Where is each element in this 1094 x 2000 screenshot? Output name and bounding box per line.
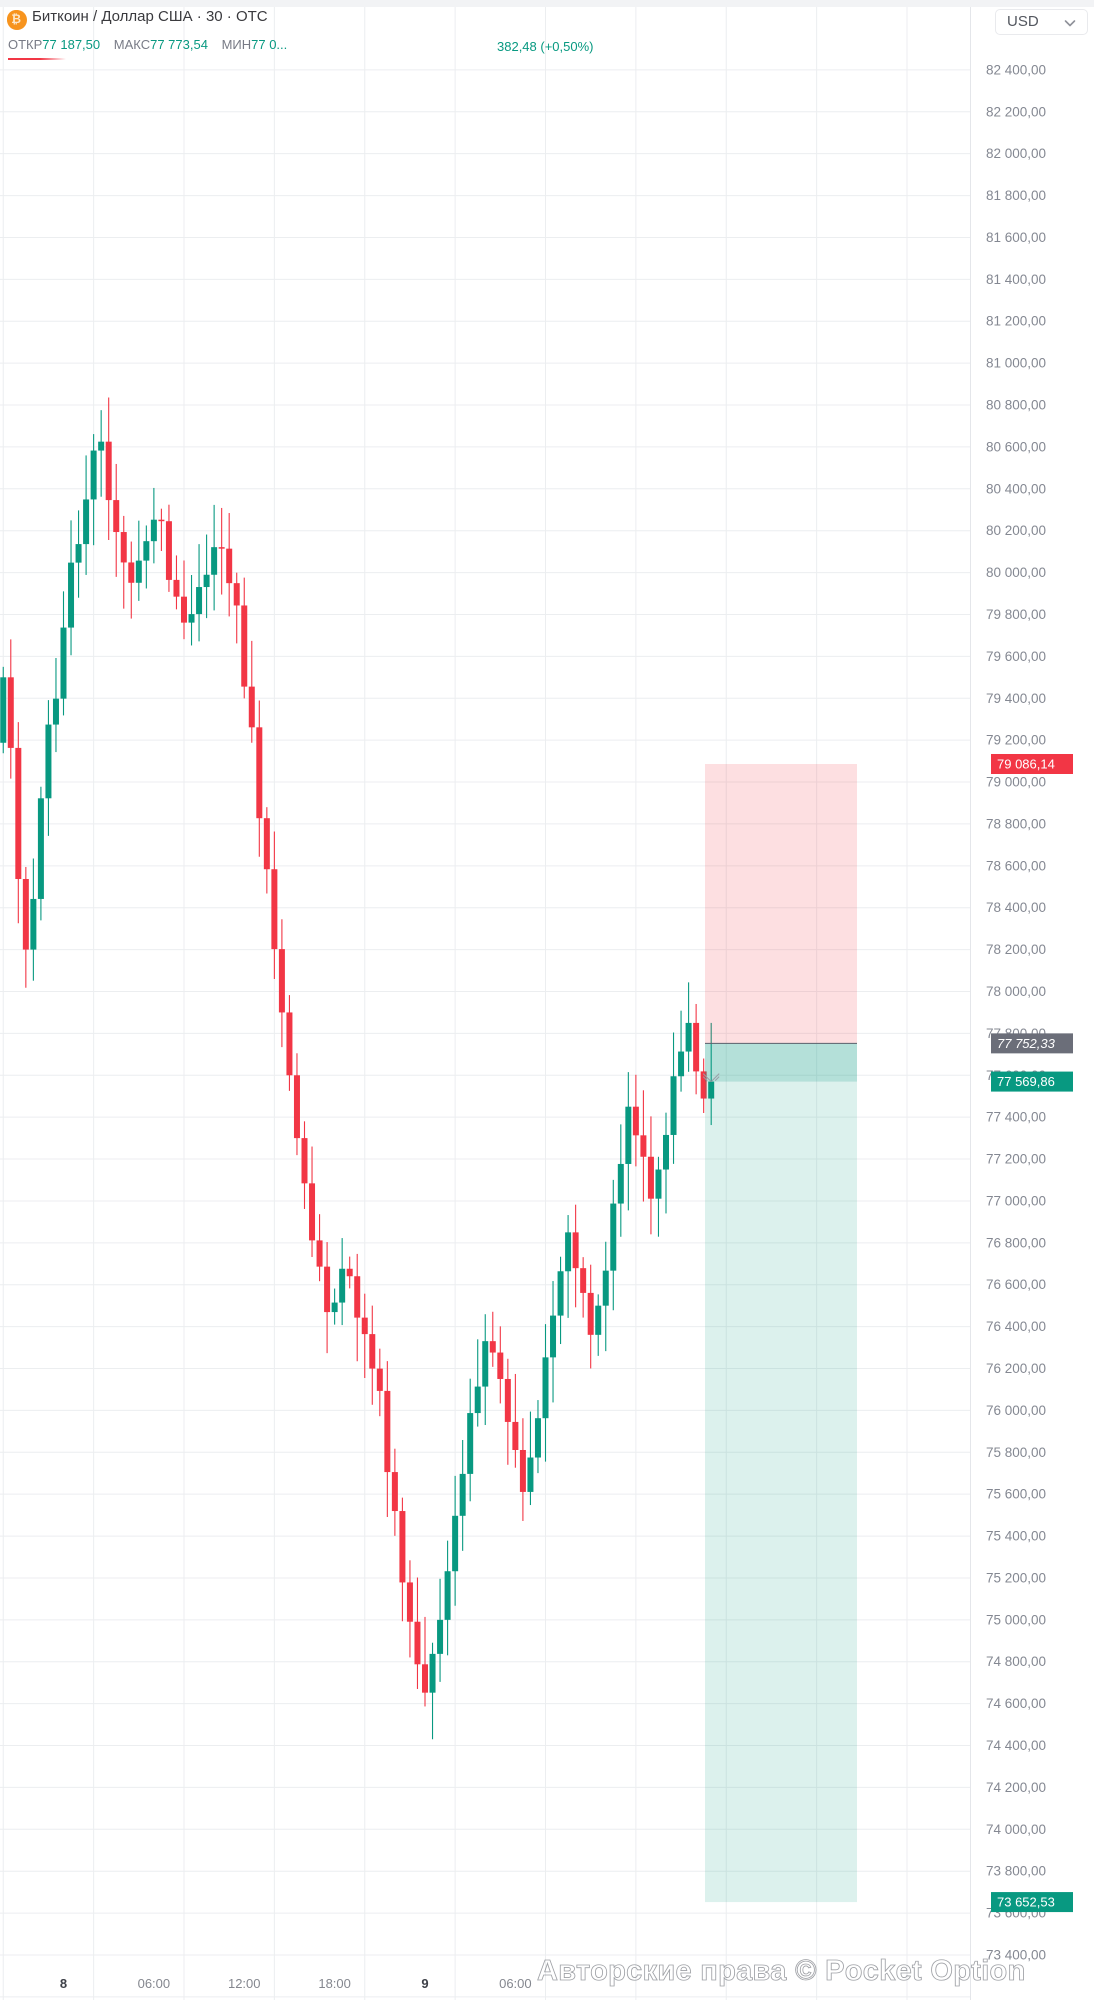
svg-text:73 800,00: 73 800,00 xyxy=(986,1864,1046,1879)
svg-text:74 200,00: 74 200,00 xyxy=(986,1780,1046,1795)
svg-text:78 600,00: 78 600,00 xyxy=(986,858,1046,873)
svg-text:81 800,00: 81 800,00 xyxy=(986,188,1046,203)
svg-text:76 200,00: 76 200,00 xyxy=(986,1361,1046,1376)
svg-text:80 600,00: 80 600,00 xyxy=(986,439,1046,454)
svg-text:76 000,00: 76 000,00 xyxy=(986,1403,1046,1418)
svg-text:78 400,00: 78 400,00 xyxy=(986,900,1046,915)
svg-text:80 800,00: 80 800,00 xyxy=(986,398,1046,413)
svg-text:12:00: 12:00 xyxy=(228,1976,261,1991)
svg-text:8: 8 xyxy=(60,1976,67,1991)
svg-text:79 800,00: 79 800,00 xyxy=(986,607,1046,622)
svg-text:78 000,00: 78 000,00 xyxy=(986,984,1046,999)
svg-text:75 400,00: 75 400,00 xyxy=(986,1529,1046,1544)
svg-text:₿: ₿ xyxy=(11,12,21,26)
svg-text:82 000,00: 82 000,00 xyxy=(986,146,1046,161)
svg-text:82 200,00: 82 200,00 xyxy=(986,104,1046,119)
svg-text:81 000,00: 81 000,00 xyxy=(986,356,1046,371)
svg-text:80 000,00: 80 000,00 xyxy=(986,565,1046,580)
svg-text:81 200,00: 81 200,00 xyxy=(986,314,1046,329)
svg-text:79 086,14: 79 086,14 xyxy=(997,756,1055,771)
svg-text:74 600,00: 74 600,00 xyxy=(986,1696,1046,1711)
svg-text:79 200,00: 79 200,00 xyxy=(986,733,1046,748)
svg-text:81 600,00: 81 600,00 xyxy=(986,230,1046,245)
svg-text:74 800,00: 74 800,00 xyxy=(986,1654,1046,1669)
svg-text:9: 9 xyxy=(421,1976,428,1991)
svg-text:81 400,00: 81 400,00 xyxy=(986,272,1046,287)
svg-text:76 800,00: 76 800,00 xyxy=(986,1235,1046,1250)
svg-text:74 400,00: 74 400,00 xyxy=(986,1738,1046,1753)
svg-text:76 600,00: 76 600,00 xyxy=(986,1277,1046,1292)
svg-text:74 000,00: 74 000,00 xyxy=(986,1822,1046,1837)
svg-text:06:00: 06:00 xyxy=(138,1976,171,1991)
svg-text:75 800,00: 75 800,00 xyxy=(986,1445,1046,1460)
svg-text:79 000,00: 79 000,00 xyxy=(986,775,1046,790)
svg-text:77 400,00: 77 400,00 xyxy=(986,1110,1046,1125)
svg-text:79 400,00: 79 400,00 xyxy=(986,691,1046,706)
svg-text:78 800,00: 78 800,00 xyxy=(986,816,1046,831)
svg-text:77 000,00: 77 000,00 xyxy=(986,1193,1046,1208)
svg-text:75 200,00: 75 200,00 xyxy=(986,1570,1046,1585)
svg-text:78 200,00: 78 200,00 xyxy=(986,942,1046,957)
svg-text:73 652,53: 73 652,53 xyxy=(997,1895,1055,1910)
svg-text:06:00: 06:00 xyxy=(499,1976,532,1991)
svg-text:18:00: 18:00 xyxy=(318,1976,351,1991)
svg-text:75 600,00: 75 600,00 xyxy=(986,1487,1046,1502)
svg-text:75 000,00: 75 000,00 xyxy=(986,1612,1046,1627)
svg-text:80 400,00: 80 400,00 xyxy=(986,481,1046,496)
svg-text:80 200,00: 80 200,00 xyxy=(986,523,1046,538)
svg-text:77 200,00: 77 200,00 xyxy=(986,1152,1046,1167)
svg-text:82 400,00: 82 400,00 xyxy=(986,62,1046,77)
svg-text:79 600,00: 79 600,00 xyxy=(986,649,1046,664)
svg-text:76 400,00: 76 400,00 xyxy=(986,1319,1046,1334)
svg-text:77 752,33: 77 752,33 xyxy=(997,1036,1056,1051)
svg-text:77 569,86: 77 569,86 xyxy=(997,1074,1055,1089)
